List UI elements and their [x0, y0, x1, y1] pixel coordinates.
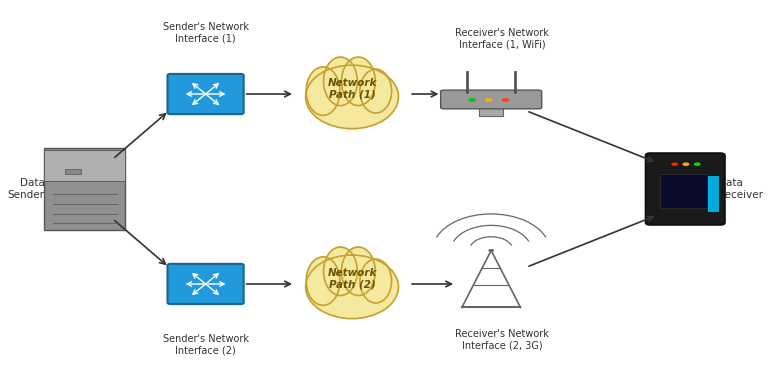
- Bar: [65, 169, 81, 174]
- Ellipse shape: [306, 257, 340, 305]
- Ellipse shape: [323, 57, 357, 105]
- Text: Sender's Network
Interface (1): Sender's Network Interface (1): [163, 22, 249, 44]
- Bar: [660, 174, 707, 208]
- Circle shape: [671, 163, 679, 166]
- Circle shape: [694, 163, 701, 166]
- Circle shape: [469, 98, 476, 102]
- Circle shape: [485, 98, 493, 102]
- Ellipse shape: [306, 67, 340, 115]
- Ellipse shape: [341, 247, 375, 296]
- Ellipse shape: [360, 69, 391, 113]
- Circle shape: [502, 98, 510, 102]
- FancyBboxPatch shape: [168, 264, 244, 304]
- Ellipse shape: [306, 65, 398, 129]
- Circle shape: [682, 163, 689, 166]
- Ellipse shape: [306, 255, 398, 319]
- Ellipse shape: [360, 259, 391, 303]
- Bar: [45, 150, 125, 181]
- FancyBboxPatch shape: [168, 74, 244, 114]
- Bar: [479, 107, 503, 116]
- Text: Network
Path (1): Network Path (1): [327, 77, 377, 99]
- Text: Network
Path (2): Network Path (2): [327, 268, 377, 289]
- Circle shape: [488, 249, 494, 252]
- Text: Receiver's Network
Interface (1, WiFi): Receiver's Network Interface (1, WiFi): [455, 28, 549, 50]
- FancyBboxPatch shape: [645, 153, 725, 225]
- Text: Data
Receiver: Data Receiver: [718, 178, 764, 200]
- Bar: [45, 148, 125, 230]
- Text: Sender's Network
Interface (2): Sender's Network Interface (2): [163, 334, 249, 356]
- Text: Data
Sender: Data Sender: [8, 178, 45, 200]
- Ellipse shape: [323, 247, 357, 296]
- Bar: [708, 176, 719, 212]
- FancyBboxPatch shape: [441, 90, 542, 109]
- Text: Receiver's Network
Interface (2, 3G): Receiver's Network Interface (2, 3G): [455, 328, 549, 350]
- Ellipse shape: [341, 57, 375, 105]
